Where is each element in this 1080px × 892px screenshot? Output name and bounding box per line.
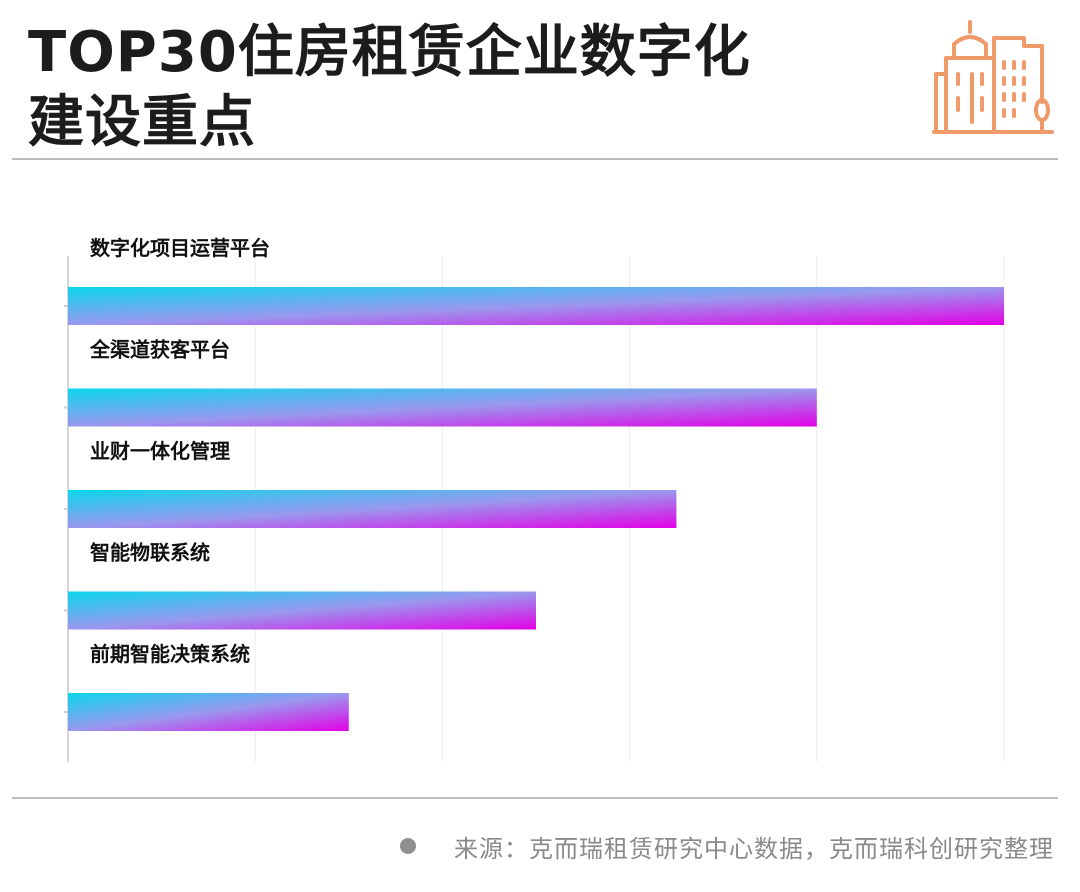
category-label-3: 业财一体化管理 [90,439,230,463]
bar-4 [68,591,536,630]
footer-divider [12,797,1058,799]
category-label-4: 智能物联系统 [90,541,210,565]
building-city-icon [932,20,1054,134]
source-note: 来源：克而瑞租赁研究中心数据，克而瑞科创研究整理 [400,826,1054,866]
source-text: 来源：克而瑞租赁研究中心数据，克而瑞科创研究整理 [454,834,1054,863]
chart-title: TOP30住房租赁企业数字化 建设重点 [28,18,908,158]
bullet-dot-icon [400,838,416,854]
bars [68,287,1004,731]
bar-5 [68,693,349,731]
category-label-2: 全渠道获客平台 [89,338,230,362]
bar-1 [68,287,1004,325]
chart-title-line-2: 建设重点 [28,90,256,155]
chart-title-line-1: TOP30住房租赁企业数字化 [28,20,751,85]
bar-2 [68,388,817,427]
bar-3 [68,490,677,528]
header-divider [12,158,1058,160]
category-label-5: 前期智能决策系统 [90,642,250,666]
category-label-1: 数字化项目运营平台 [90,236,270,260]
